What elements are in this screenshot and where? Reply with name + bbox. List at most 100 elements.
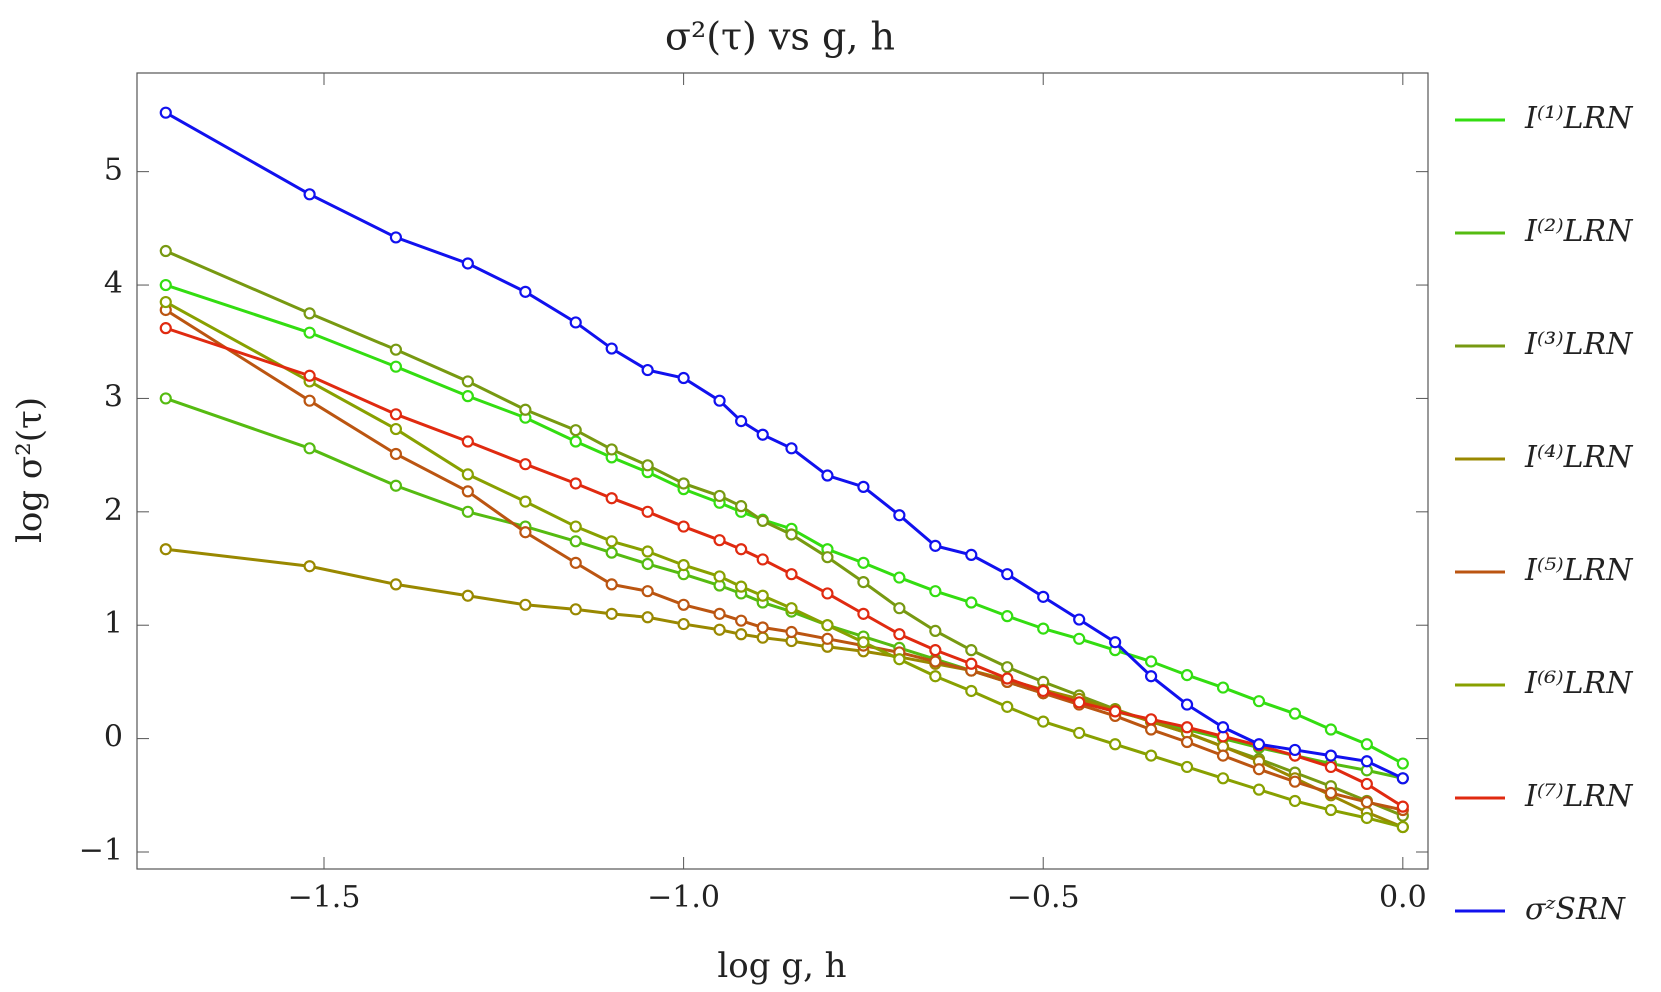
data-point bbox=[1252, 738, 1266, 751]
data-point bbox=[605, 578, 618, 591]
data-point bbox=[159, 295, 172, 309]
data-point bbox=[389, 422, 403, 436]
data-point bbox=[677, 617, 690, 631]
data-point bbox=[821, 587, 834, 600]
data-point bbox=[756, 514, 769, 527]
data-point bbox=[821, 619, 834, 632]
data-point bbox=[605, 443, 618, 456]
data-point bbox=[519, 403, 532, 416]
data-point bbox=[1360, 738, 1373, 751]
data-point bbox=[389, 578, 403, 591]
data-point bbox=[159, 543, 172, 556]
data-point bbox=[1145, 749, 1158, 762]
x-tick-label: −1.0 bbox=[647, 880, 720, 915]
data-point bbox=[159, 278, 172, 292]
y-tick-label: 2 bbox=[104, 493, 123, 528]
data-point bbox=[713, 489, 726, 503]
chart-title: σ²(τ) vs g, h bbox=[665, 15, 895, 59]
data-point bbox=[159, 244, 172, 258]
data-point bbox=[1216, 772, 1230, 785]
data-point bbox=[519, 526, 532, 539]
data-point bbox=[569, 535, 582, 548]
data-point bbox=[605, 342, 618, 355]
data-point bbox=[389, 479, 403, 492]
data-point bbox=[735, 628, 748, 641]
data-point bbox=[1145, 723, 1158, 736]
data-point bbox=[1180, 760, 1194, 774]
data-point bbox=[785, 528, 798, 541]
data-point bbox=[389, 231, 403, 244]
data-point bbox=[785, 442, 798, 455]
series-line bbox=[165, 547, 1404, 829]
data-point bbox=[857, 576, 870, 589]
series-line bbox=[165, 397, 1404, 780]
legend-label: I⁽⁶⁾LRN bbox=[1524, 666, 1634, 701]
data-point bbox=[677, 371, 690, 385]
data-point bbox=[605, 492, 618, 505]
data-point bbox=[929, 624, 942, 637]
series-line bbox=[165, 326, 1404, 808]
data-point bbox=[1180, 735, 1194, 749]
data-point bbox=[677, 520, 690, 533]
data-point bbox=[1001, 610, 1014, 623]
data-point bbox=[303, 442, 316, 455]
legend-label: I⁽³⁾LRN bbox=[1524, 327, 1634, 362]
data-point bbox=[303, 394, 316, 407]
y-tick-label: −1 bbox=[79, 833, 123, 868]
data-point bbox=[461, 505, 474, 518]
data-point bbox=[785, 568, 798, 581]
data-point bbox=[1360, 795, 1373, 809]
data-point bbox=[519, 458, 532, 471]
data-point bbox=[893, 571, 906, 584]
data-point bbox=[785, 625, 798, 639]
data-point bbox=[1145, 655, 1158, 668]
data-point bbox=[1288, 794, 1302, 808]
data-point bbox=[1324, 723, 1338, 736]
data-point bbox=[929, 655, 942, 668]
data-point bbox=[389, 408, 403, 421]
data-point bbox=[389, 447, 403, 461]
data-point bbox=[1073, 632, 1086, 645]
y-axis-label: log σ²(τ) bbox=[10, 397, 50, 543]
data-point bbox=[1073, 726, 1086, 740]
data-point bbox=[461, 390, 474, 403]
data-point bbox=[641, 611, 654, 624]
data-point bbox=[641, 505, 654, 518]
data-point bbox=[677, 598, 690, 611]
data-point bbox=[756, 553, 769, 566]
data-point bbox=[756, 621, 769, 634]
data-point bbox=[1396, 800, 1409, 813]
data-point bbox=[857, 636, 870, 649]
data-point bbox=[677, 477, 690, 490]
data-point bbox=[1288, 743, 1302, 757]
data-point bbox=[893, 509, 906, 522]
data-point bbox=[1324, 803, 1338, 817]
data-point bbox=[1001, 672, 1014, 685]
data-point bbox=[1073, 613, 1086, 626]
data-point bbox=[1216, 681, 1230, 694]
data-point bbox=[1360, 811, 1373, 825]
y-tick-label: 5 bbox=[104, 153, 123, 188]
data-point bbox=[1073, 696, 1086, 709]
data-point bbox=[159, 322, 172, 335]
x-tick-label: −1.5 bbox=[288, 880, 361, 915]
data-point bbox=[965, 657, 978, 670]
data-point bbox=[735, 614, 748, 627]
data-point bbox=[1216, 721, 1230, 734]
data-point bbox=[389, 343, 403, 356]
data-point bbox=[713, 570, 726, 583]
data-point bbox=[1180, 698, 1194, 711]
data-point bbox=[1216, 749, 1230, 762]
data-point bbox=[821, 551, 834, 564]
data-point bbox=[893, 628, 906, 641]
data-point bbox=[965, 684, 978, 698]
data-point bbox=[461, 485, 474, 498]
data-point bbox=[1037, 590, 1050, 603]
data-point bbox=[461, 375, 474, 388]
legend-label: I⁽¹⁾LRN bbox=[1524, 101, 1634, 136]
data-point bbox=[756, 428, 769, 441]
data-point bbox=[389, 360, 403, 373]
legend-label: I⁽⁴⁾LRN bbox=[1524, 440, 1634, 475]
x-axis-label: log g, h bbox=[717, 946, 846, 986]
